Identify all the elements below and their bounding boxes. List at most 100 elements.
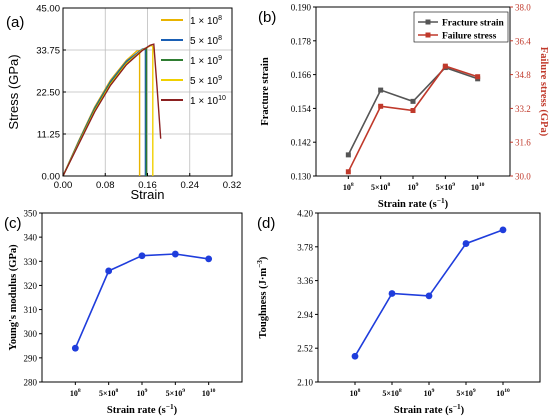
x-tick-label-exp: 10 bbox=[504, 388, 510, 394]
legend-label: 1 × 1010 bbox=[190, 95, 226, 107]
x-axis-label-base: Strain rate (s bbox=[378, 199, 437, 210]
legend-label-base: 1 × 10 bbox=[190, 16, 219, 27]
y-right-tick-label: 36.4 bbox=[515, 36, 531, 46]
panel-d: 108 5×108 109 5×109 10102.102.522.943.363.78… bbox=[255, 209, 541, 416]
y-axis-label-base: Toughness (J·m bbox=[258, 268, 269, 339]
x-tick-label: 1010 bbox=[202, 388, 216, 398]
panel-label: (d) bbox=[257, 215, 275, 232]
x-axis-label-base: Strain rate (s bbox=[107, 405, 166, 416]
y-tick-label: 350 bbox=[24, 209, 38, 219]
x-tick-label-base: 10 bbox=[496, 389, 504, 398]
y-tick-label: 2.94 bbox=[297, 310, 313, 320]
x-tick-label-exp: 9 bbox=[452, 182, 455, 188]
x-tick-label: 1010 bbox=[496, 388, 510, 398]
x-tick-label: 5×108 bbox=[382, 388, 402, 398]
y-tick-label: 0.166 bbox=[291, 70, 312, 80]
y-tick-label: 320 bbox=[24, 281, 38, 291]
data-point bbox=[388, 290, 396, 297]
y-axis-label: Fracture strain bbox=[260, 57, 271, 125]
y-tick-label: 340 bbox=[24, 233, 38, 243]
y-tick-label: 22.50 bbox=[36, 88, 60, 99]
y-tick-label: 330 bbox=[24, 257, 38, 267]
series-line-3 bbox=[62, 47, 148, 177]
legend-label-exp: 9 bbox=[218, 55, 222, 62]
y-right-tick-label: 33.2 bbox=[515, 104, 531, 114]
x-tick-label: 108 bbox=[70, 388, 81, 398]
legend-label: 1 × 108 bbox=[190, 15, 222, 27]
x-tick-label: 5×109 bbox=[436, 182, 456, 192]
panel-a: 0.00 0.08 0.16 0.24 0.32 0.00 11.25 22.50 33.75 4… bbox=[6, 4, 241, 203]
x-tick-label: 108 bbox=[343, 182, 354, 192]
x-tick-label: 0.16 bbox=[138, 180, 157, 191]
series-line-1 bbox=[62, 49, 141, 177]
x-axis-label-end: ) bbox=[445, 199, 449, 210]
legend-label: Failure stress bbox=[442, 32, 497, 42]
x-tick-label: 1010 bbox=[471, 182, 485, 192]
data-point bbox=[378, 87, 384, 93]
panel-label: (c) bbox=[4, 215, 22, 232]
x-tick-label-base: 10 bbox=[70, 389, 78, 398]
y-right-tick-label: 34.8 bbox=[515, 70, 531, 80]
x-tick-label: 108 bbox=[350, 388, 361, 398]
y-right-tick-label: 31.6 bbox=[515, 138, 531, 148]
y-tick-label: 0.190 bbox=[291, 3, 312, 13]
x-tick-label: 0.24 bbox=[181, 180, 200, 191]
legend-label: 1 × 109 bbox=[190, 55, 222, 67]
data-point bbox=[138, 252, 146, 260]
data-point bbox=[71, 344, 79, 352]
legend-label-base: 5 × 10 bbox=[190, 76, 219, 87]
data-point bbox=[105, 267, 113, 275]
x-tick-label-base: 10 bbox=[408, 183, 416, 192]
y-tick-label: 300 bbox=[24, 329, 38, 339]
y-axis-label: Toughness (J·m−3) bbox=[255, 256, 269, 338]
data-point bbox=[499, 226, 507, 234]
x-tick-label-base: 10 bbox=[350, 389, 358, 398]
x-tick-label-exp: 9 bbox=[145, 388, 148, 394]
x-tick-label: 109 bbox=[137, 388, 148, 398]
y-axis-label: Stress (GPa) bbox=[6, 54, 21, 129]
y-axis-label-base: Young's modulus (GPa) bbox=[8, 244, 19, 351]
y-tick-label: 0.178 bbox=[291, 36, 312, 46]
x-tick-label-exp: 8 bbox=[388, 182, 391, 188]
x-tick-label: 109 bbox=[424, 388, 435, 398]
series-line-2 bbox=[62, 47, 147, 177]
x-tick-label-base: 5×10 bbox=[371, 183, 388, 192]
x-axis-label-exp: −1 bbox=[437, 196, 445, 205]
data-point bbox=[410, 98, 416, 104]
y-tick-label: 0.154 bbox=[291, 104, 312, 114]
data-point bbox=[345, 152, 351, 158]
y-axis-label-end: ) bbox=[258, 256, 269, 260]
data-point bbox=[171, 250, 179, 258]
x-tick-label-base: 10 bbox=[202, 389, 210, 398]
legend-label-base: 1 × 10 bbox=[190, 56, 219, 67]
y-right-axis-label: Failure stress (GPa) bbox=[538, 47, 549, 137]
y-axis-label: Young's modulus (GPa) bbox=[8, 244, 19, 351]
x-tick-label-exp: 9 bbox=[416, 182, 419, 188]
y-tick-label: 3.78 bbox=[297, 242, 313, 252]
x-axis-label-end: ) bbox=[174, 405, 178, 416]
data-point bbox=[475, 74, 481, 80]
x-tick-label: 5×109 bbox=[166, 388, 186, 398]
y-tick-label: 11.25 bbox=[37, 130, 60, 141]
x-tick-label-exp: 9 bbox=[432, 388, 435, 394]
legend-label-exp: 9 bbox=[218, 75, 222, 82]
x-tick-label-base: 5×10 bbox=[436, 183, 453, 192]
x-tick-label-base: 10 bbox=[471, 183, 479, 192]
x-axis-label: Strain bbox=[131, 187, 165, 202]
data-point bbox=[345, 169, 351, 175]
data-point bbox=[378, 103, 384, 109]
x-tick-label-base: 5×10 bbox=[99, 389, 116, 398]
y-right-tick-label: 30.0 bbox=[515, 172, 531, 182]
panel-b: 108 5×108 109 5×109 10100.1300.1420.1540.166… bbox=[258, 3, 549, 211]
x-tick-label-exp: 8 bbox=[358, 388, 361, 394]
y-axis-label-base: Fracture strain bbox=[260, 57, 271, 125]
legend-label-exp: 8 bbox=[218, 35, 222, 42]
x-tick-label-base: 10 bbox=[343, 183, 351, 192]
plot-frame bbox=[41, 212, 243, 383]
x-tick-label: 0.32 bbox=[223, 180, 242, 191]
data-point bbox=[462, 240, 470, 247]
x-tick-label: 109 bbox=[408, 182, 419, 192]
legend-label: 5 × 108 bbox=[190, 35, 222, 47]
y-tick-label: 2.10 bbox=[297, 378, 313, 388]
